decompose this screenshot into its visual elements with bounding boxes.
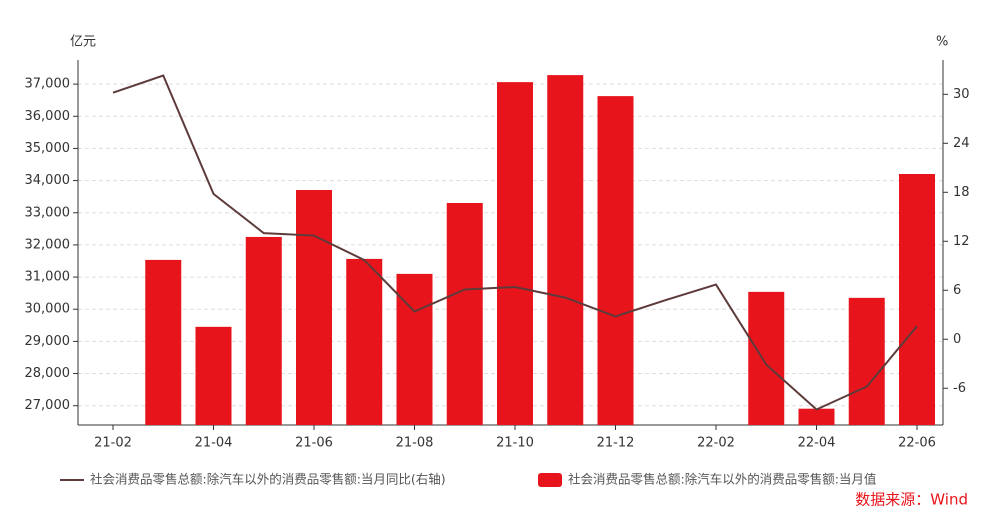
x-tick-label: 22-04: [798, 436, 836, 451]
y-tick-label: 34,000: [25, 173, 71, 188]
bar: [195, 326, 232, 425]
bar: [296, 189, 332, 425]
y2-tick-label: 0: [953, 332, 961, 347]
y2-unit: %: [936, 35, 948, 50]
x-tick-label: 21-12: [597, 436, 635, 451]
y2-tick-label: -6: [953, 381, 966, 396]
y-tick-label: 29,000: [25, 334, 71, 349]
line: [112, 74, 918, 411]
bar: [597, 96, 634, 425]
bar: [446, 202, 483, 425]
y-tick-label: 36,000: [25, 109, 71, 124]
x-tick-label: 21-10: [496, 436, 534, 451]
bar: [245, 236, 282, 425]
bar: [798, 408, 835, 425]
y-unit: 亿元: [70, 35, 96, 50]
y-tick-label: 27,000: [25, 398, 71, 413]
x-tick-label: 21-06: [295, 436, 333, 451]
legend-label: 社会消费品零售总额:除汽车以外的消费品零售额:当月同比(右轴): [90, 472, 446, 487]
source: 数据来源：Wind: [855, 491, 968, 509]
y2-tick-label: 6: [953, 283, 961, 298]
y2-tick-label: 24: [953, 136, 970, 151]
y-tick-label: 37,000: [25, 77, 71, 92]
x-tick-label: 21-08: [396, 436, 434, 451]
y2-tick-label: 12: [953, 234, 970, 249]
x-tick-label: 21-04: [195, 436, 233, 451]
y-tick-label: 31,000: [25, 270, 71, 285]
y-tick-label: 35,000: [25, 141, 71, 156]
x-tick-label: 21-02: [94, 436, 132, 451]
x-tick-label: 22-02: [697, 436, 735, 451]
bar: [547, 75, 584, 426]
bar: [748, 291, 785, 425]
y2-tick-label: 18: [953, 185, 970, 200]
bar: [848, 297, 885, 425]
bar: [497, 82, 533, 425]
legend-swatch: [538, 473, 562, 487]
y2-tick-label: 30: [953, 87, 970, 102]
legend-label: 社会消费品零售总额:除汽车以外的消费品零售额:当月值: [568, 472, 876, 487]
bar: [899, 174, 935, 425]
y-tick-label: 32,000: [25, 237, 71, 252]
bar: [396, 273, 433, 425]
bar: [346, 258, 383, 425]
bar: [145, 259, 182, 425]
y-tick-label: 28,000: [25, 366, 71, 381]
y-tick-label: 33,000: [25, 205, 71, 220]
y-tick-label: 30,000: [25, 302, 71, 317]
x-tick-label: 22-06: [898, 436, 936, 451]
